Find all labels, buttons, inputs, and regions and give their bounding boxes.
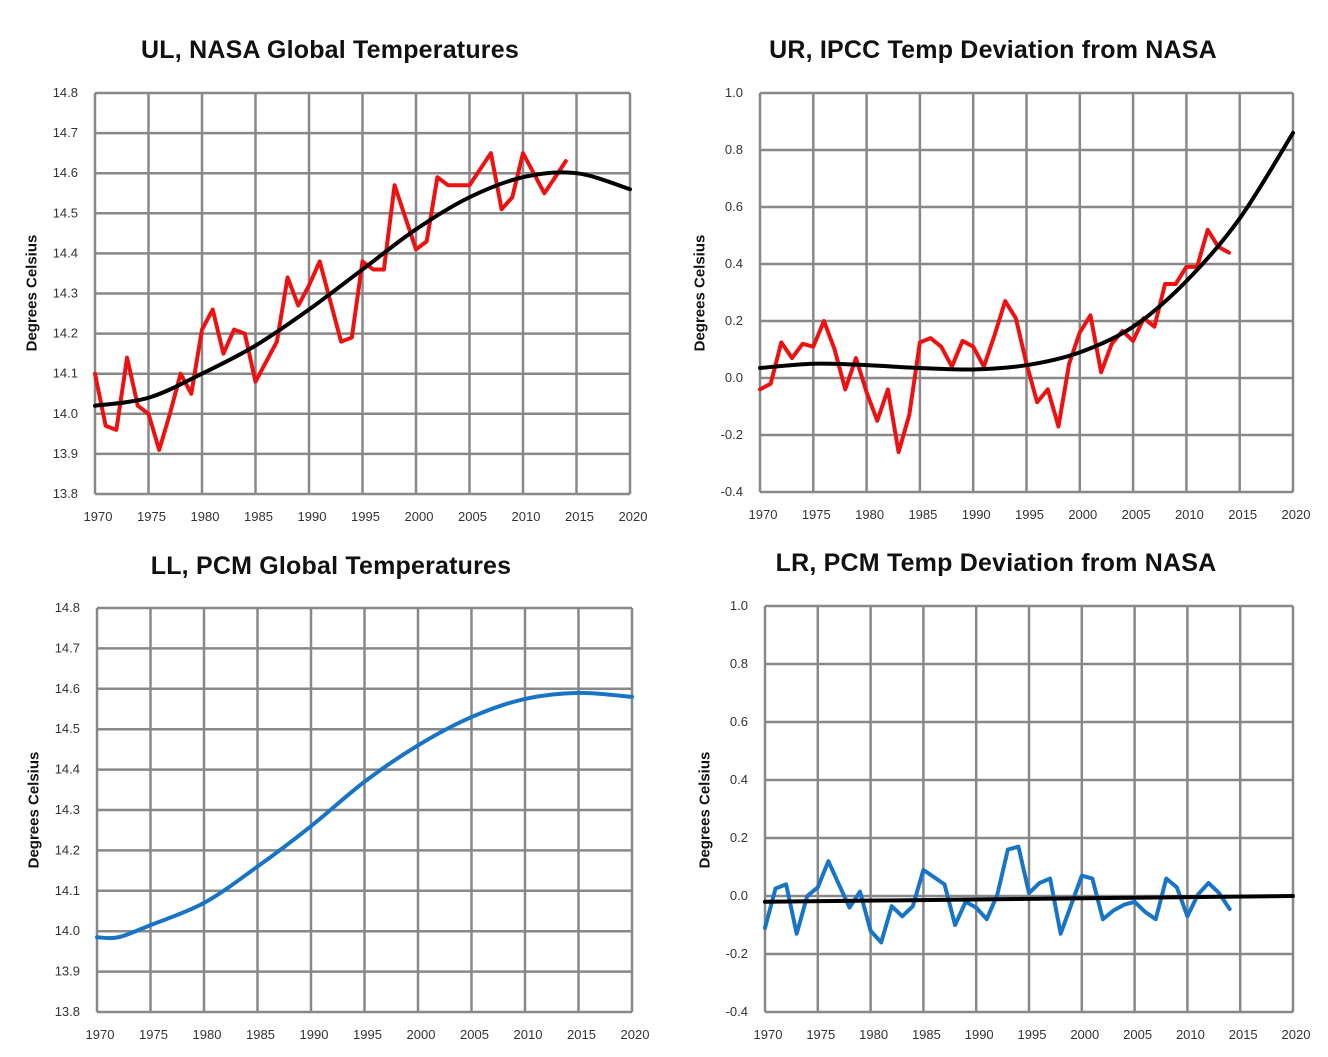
x-tick-label: 1975 — [139, 1027, 168, 1042]
x-tick-label: 2010 — [514, 1027, 543, 1042]
x-tick-label: 2020 — [621, 1027, 650, 1042]
x-tick-label: 1975 — [802, 507, 831, 522]
y-tick-label: 14.4 — [55, 762, 80, 777]
y-tick-label: 14.8 — [55, 600, 80, 615]
y-tick-label: 14.6 — [53, 165, 78, 180]
x-tick-label: 1995 — [1018, 1027, 1047, 1042]
x-tick-label: 2005 — [460, 1027, 489, 1042]
chart-title: UL, NASA Global Temperatures — [141, 36, 519, 64]
y-tick-label: 0.2 — [725, 313, 743, 328]
y-tick-label: 14.7 — [53, 125, 78, 140]
x-tick-label: 2000 — [407, 1027, 436, 1042]
x-tick-label: 2005 — [458, 509, 487, 524]
y-tick-label: 14.3 — [55, 802, 80, 817]
series-line-1 — [95, 690, 634, 941]
x-tick-label: 2010 — [1175, 507, 1204, 522]
y-tick-label: 0.2 — [730, 830, 748, 845]
x-tick-label: 1970 — [84, 509, 113, 524]
x-tick-label: 2020 — [619, 509, 648, 524]
chart-title: UR, IPCC Temp Deviation from NASA — [769, 36, 1217, 64]
x-tick-label: 2015 — [1229, 1027, 1258, 1042]
series-line-1 — [93, 151, 568, 452]
plot-ul: 13.8 13.9 14.0 14.1 14.2 14.3 14.4 14.5 14.6 14.7… — [53, 85, 648, 524]
x-tick-label: 1985 — [244, 509, 273, 524]
y-tick-label: 0.8 — [725, 142, 743, 157]
plot-ll: 13.8 13.9 14.0 14.1 14.2 14.3 14.4 14.5 14.6 14.7… — [55, 600, 650, 1042]
y-tick-label: -0.2 — [721, 427, 743, 442]
y-tick-label: 14.5 — [53, 205, 78, 220]
x-tick-label: 2010 — [1176, 1027, 1205, 1042]
x-tick-label: 1995 — [351, 509, 380, 524]
x-tick-label: 2000 — [1068, 507, 1097, 522]
plot-lr: -0.4 -0.2 0.0 0.2 0.4 0.6 0.8 1.0 1970 1975 1980 19… — [726, 598, 1311, 1042]
plot-ur: -0.4 -0.2 0.0 0.2 0.4 0.6 0.8 1.0 1970 1975 1980 19… — [721, 85, 1311, 522]
chart-title: LL, PCM Global Temperatures — [150, 552, 512, 580]
y-tick-label: 14.1 — [55, 883, 80, 898]
x-tick-label: 1975 — [137, 509, 166, 524]
x-tick-label: 1980 — [855, 507, 884, 522]
x-tick-label: 1985 — [912, 1027, 941, 1042]
y-tick-label: 0.6 — [730, 714, 748, 729]
x-tick-label: 1990 — [300, 1027, 329, 1042]
y-tick-label: 14.2 — [55, 842, 80, 857]
y-tick-label: 1.0 — [730, 598, 748, 613]
y-tick-label: 0.0 — [730, 888, 748, 903]
series-line-1 — [763, 844, 1232, 945]
series-line-2 — [758, 130, 1295, 372]
y-tick-label: 14.6 — [55, 681, 80, 696]
y-tick-label: 13.9 — [55, 964, 80, 979]
y-tick-label: 14.8 — [53, 85, 78, 100]
x-tick-label: 1980 — [859, 1027, 888, 1042]
x-tick-label: 1980 — [191, 509, 220, 524]
y-tick-label: 13.8 — [55, 1004, 80, 1019]
y-tick-label: -0.2 — [726, 946, 748, 961]
y-tick-label: 14.5 — [55, 721, 80, 736]
y-tick-label: 14.4 — [53, 245, 78, 260]
x-tick-label: 1980 — [193, 1027, 222, 1042]
x-tick-label: 1970 — [754, 1027, 783, 1042]
x-tick-label: 1970 — [749, 507, 778, 522]
y-tick-label: 14.0 — [53, 406, 78, 421]
x-tick-label: 2015 — [1228, 507, 1257, 522]
x-tick-label: 2000 — [1070, 1027, 1099, 1042]
y-tick-label: 13.8 — [53, 486, 78, 501]
x-tick-label: 2010 — [512, 509, 541, 524]
chart-title: LR, PCM Temp Deviation from NASA — [775, 549, 1217, 577]
y-tick-label: 13.9 — [53, 446, 78, 461]
x-tick-label: 1995 — [1015, 507, 1044, 522]
x-tick-label: 1970 — [86, 1027, 115, 1042]
x-tick-label: 2005 — [1122, 507, 1151, 522]
y-tick-label: 0.4 — [730, 772, 748, 787]
x-tick-label: 1990 — [298, 509, 327, 524]
x-tick-label: 2020 — [1282, 1027, 1311, 1042]
y-tick-label: -0.4 — [726, 1004, 748, 1019]
x-tick-label: 2015 — [565, 509, 594, 524]
y-tick-label: 0.8 — [730, 656, 748, 671]
x-tick-label: 2020 — [1282, 507, 1311, 522]
x-tick-label: 1990 — [965, 1027, 994, 1042]
y-tick-label: 14.1 — [53, 366, 78, 381]
y-tick-label: 0.4 — [725, 256, 743, 271]
x-tick-label: 1985 — [908, 507, 937, 522]
y-tick-label: 14.0 — [55, 923, 80, 938]
y-tick-label: 14.3 — [53, 286, 78, 301]
y-tick-label: 14.7 — [55, 640, 80, 655]
x-tick-label: 1995 — [353, 1027, 382, 1042]
y-tick-label: 14.2 — [53, 326, 78, 341]
x-tick-label: 2000 — [405, 509, 434, 524]
y-tick-label: -0.4 — [721, 484, 743, 499]
y-tick-label: 1.0 — [725, 85, 743, 100]
y-tick-label: 0.6 — [725, 199, 743, 214]
x-tick-label: 2005 — [1123, 1027, 1152, 1042]
x-tick-label: 1985 — [246, 1027, 275, 1042]
y-tick-label: 0.0 — [725, 370, 743, 385]
x-tick-label: 1990 — [962, 507, 991, 522]
x-tick-label: 2015 — [567, 1027, 596, 1042]
series-line-2 — [93, 170, 632, 408]
x-tick-label: 1975 — [806, 1027, 835, 1042]
series-line-2 — [763, 894, 1295, 904]
